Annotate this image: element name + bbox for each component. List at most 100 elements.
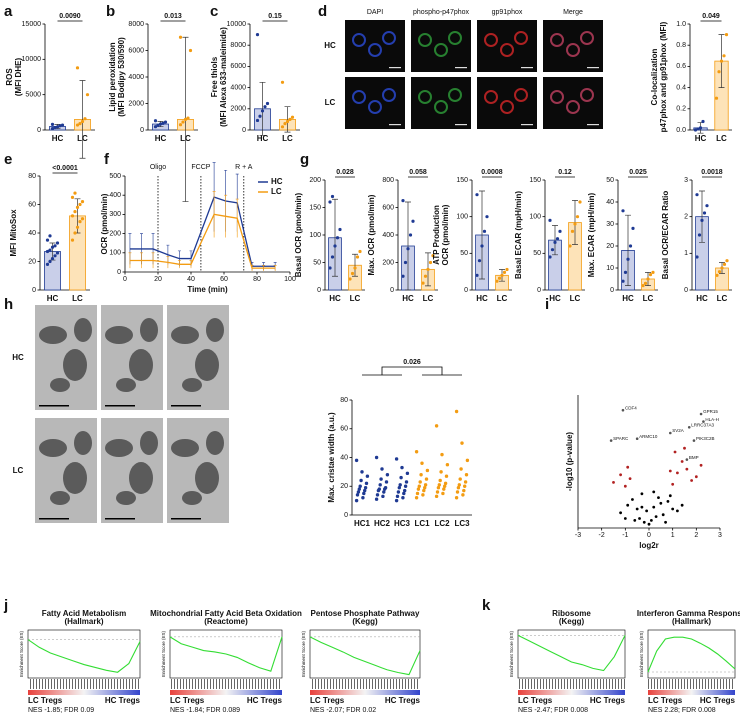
data-point bbox=[548, 218, 552, 222]
data-point bbox=[722, 262, 727, 266]
scale-bar bbox=[171, 405, 201, 407]
gene-label: LRRC37A3 bbox=[691, 422, 714, 427]
data-point bbox=[411, 219, 415, 223]
significance-bracket bbox=[381, 366, 443, 375]
data-point bbox=[423, 485, 427, 490]
chart-title: Pentose Phosphate Pathway bbox=[311, 609, 420, 618]
panel-letter: g bbox=[300, 151, 309, 168]
y-axis-label: Enrichment Score (ES) bbox=[301, 630, 306, 677]
data-point bbox=[699, 412, 703, 416]
panel-letter: h bbox=[4, 296, 13, 313]
data-point bbox=[697, 233, 702, 237]
data-point bbox=[423, 274, 428, 278]
data-point bbox=[568, 244, 572, 248]
p-value: 0.025 bbox=[629, 169, 647, 176]
y-axis-label: Max. OCR (pmol/min) bbox=[367, 194, 376, 275]
data-point bbox=[455, 490, 460, 494]
mitochondrion bbox=[105, 439, 133, 457]
x-tick-label: LC2 bbox=[434, 519, 450, 528]
micrograph bbox=[345, 20, 405, 72]
data-point bbox=[505, 267, 509, 272]
chart-title: (Hallmark) bbox=[672, 617, 711, 626]
data-point bbox=[158, 122, 163, 126]
data-point bbox=[70, 238, 75, 242]
data-point bbox=[461, 493, 465, 497]
p-value: 0.0018 bbox=[701, 169, 723, 176]
scale-bar bbox=[105, 518, 135, 520]
data-point bbox=[156, 123, 160, 127]
cell bbox=[500, 43, 514, 57]
data-point bbox=[444, 474, 449, 478]
y-tick-label: 0 bbox=[37, 127, 41, 134]
right-label: HC Tregs bbox=[700, 696, 736, 705]
p-value: 0.013 bbox=[164, 13, 182, 20]
mitochondrion bbox=[171, 439, 199, 457]
data-point bbox=[395, 494, 400, 499]
plot-frame bbox=[27, 629, 141, 679]
mitochondrion bbox=[50, 491, 70, 505]
data-point bbox=[619, 473, 622, 477]
data-point bbox=[283, 122, 287, 126]
data-point bbox=[664, 520, 667, 524]
data-point bbox=[415, 491, 420, 496]
mitochondrion bbox=[74, 318, 92, 342]
y-tick-label: 0 bbox=[390, 287, 394, 294]
micrograph bbox=[543, 20, 603, 72]
data-point bbox=[717, 270, 722, 274]
data-point bbox=[460, 441, 464, 445]
data-point bbox=[669, 431, 672, 435]
x-tick-label: LC bbox=[643, 294, 654, 303]
data-point bbox=[440, 452, 444, 457]
y-tick-label: 0.4 bbox=[676, 84, 686, 91]
data-point bbox=[465, 458, 470, 463]
data-point bbox=[633, 519, 637, 522]
data-point bbox=[50, 245, 55, 249]
data-point bbox=[348, 277, 352, 281]
x-tick-label: 40 bbox=[187, 276, 195, 283]
data-point bbox=[353, 266, 357, 270]
cell bbox=[382, 88, 396, 102]
enrichment-curve bbox=[647, 636, 736, 673]
y-tick-label: 50 bbox=[533, 250, 541, 257]
error-bar bbox=[332, 198, 338, 277]
left-label: LC Tregs bbox=[518, 696, 553, 705]
data-point bbox=[408, 233, 413, 237]
data-point bbox=[422, 488, 426, 493]
cell bbox=[382, 31, 396, 45]
chart-title: Mitochondrial Fatty Acid Beta Oxidation bbox=[150, 609, 302, 618]
y-axis-label: Enrichment Score (ES) bbox=[161, 630, 166, 677]
data-point bbox=[685, 458, 689, 461]
stats: NES -1.85; FDR 0.09 bbox=[28, 707, 94, 714]
data-point bbox=[623, 484, 627, 488]
data-point bbox=[53, 244, 57, 248]
data-point bbox=[420, 461, 424, 465]
data-point bbox=[666, 500, 670, 503]
data-point bbox=[462, 488, 466, 493]
data-point bbox=[680, 460, 684, 463]
y-tick-label: 20 bbox=[606, 243, 614, 250]
data-point bbox=[365, 474, 370, 478]
p-value: 0.0090 bbox=[59, 13, 81, 20]
data-point bbox=[458, 477, 462, 481]
data-point bbox=[558, 229, 562, 233]
data-point bbox=[652, 490, 656, 494]
data-point bbox=[573, 222, 577, 226]
mitochondrion bbox=[129, 462, 153, 494]
rank-gradient bbox=[170, 690, 282, 695]
micrograph bbox=[477, 77, 537, 129]
data-point bbox=[463, 484, 467, 488]
data-point bbox=[401, 274, 405, 278]
data-point bbox=[687, 426, 691, 429]
x-tick-label: 60 bbox=[220, 276, 228, 283]
data-point bbox=[361, 496, 365, 500]
y-tick-label: 0 bbox=[537, 287, 541, 294]
data-point bbox=[423, 483, 428, 487]
data-point bbox=[500, 273, 504, 277]
data-point bbox=[48, 248, 52, 252]
mitochondrion bbox=[50, 378, 70, 392]
data-point bbox=[695, 255, 699, 259]
mitochondrion bbox=[140, 318, 158, 342]
data-point bbox=[50, 126, 55, 131]
x-tick-label: HC bbox=[476, 294, 488, 303]
data-point bbox=[646, 277, 650, 281]
